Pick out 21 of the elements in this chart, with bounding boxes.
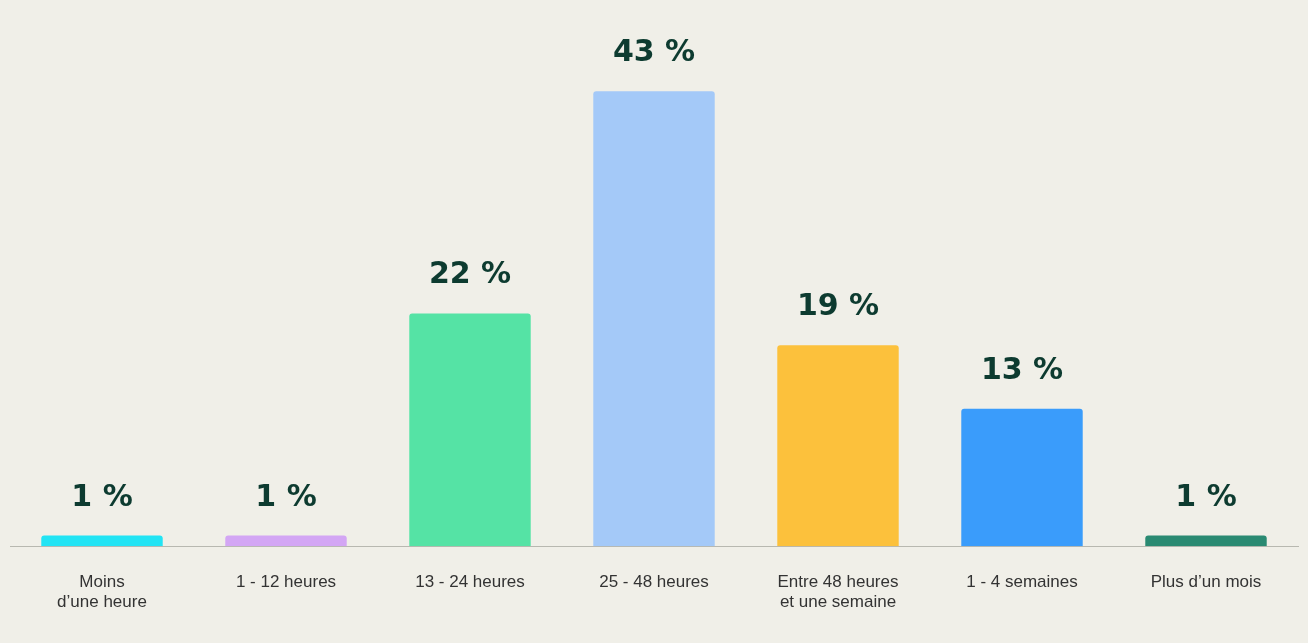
x-tick-label: 25 - 48 heures	[599, 572, 709, 592]
x-tick-label: 1 - 4 semaines	[966, 572, 1078, 592]
bar	[961, 408, 1083, 547]
bar	[593, 91, 715, 547]
x-tick-label: 13 - 24 heures	[415, 572, 525, 592]
x-tick-label: 1 - 12 heures	[235, 572, 337, 592]
bar	[41, 535, 163, 547]
data-label: 1 %	[71, 477, 133, 513]
bar	[225, 535, 347, 547]
x-tick-label: Entre 48 heures et une semaine	[777, 572, 899, 612]
bar	[409, 313, 531, 547]
data-label: 22 %	[428, 255, 512, 291]
data-label: 1 %	[1175, 477, 1237, 513]
data-label: 43 %	[612, 33, 696, 69]
x-tick-label: Plus d’un mois	[1150, 572, 1262, 592]
x-tick-label: Moins d’une heure	[57, 572, 147, 612]
bar	[777, 345, 899, 547]
data-label: 13 %	[980, 350, 1064, 386]
bar	[1145, 535, 1267, 547]
data-label: 19 %	[796, 287, 880, 323]
data-label: 1 %	[255, 477, 317, 513]
